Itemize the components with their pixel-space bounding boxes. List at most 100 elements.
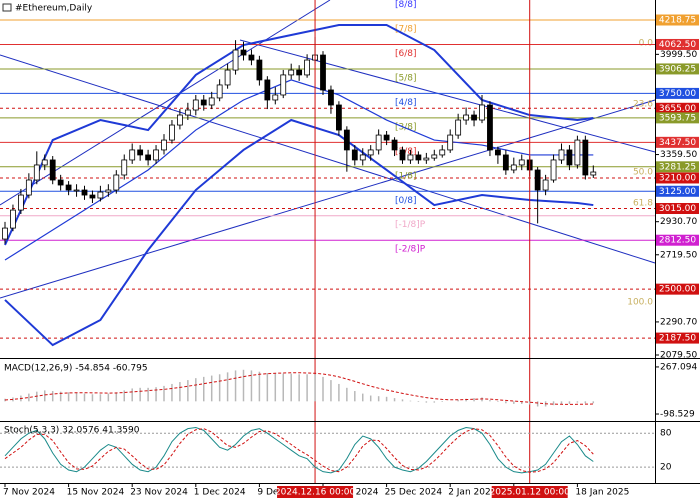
x-tick-label: 2 Jan 2025: [448, 488, 496, 498]
candle-body: [248, 54, 255, 61]
murrey-label: [-1/8]P: [395, 220, 426, 230]
candle-body: [431, 154, 438, 159]
candle-body: [97, 191, 104, 199]
candle-body: [518, 159, 525, 166]
candle-body: [558, 149, 565, 161]
candle-body: [590, 171, 597, 176]
macd-signal: [4, 372, 594, 405]
candle-body: [550, 159, 557, 181]
candle-body: [25, 179, 32, 196]
chart-title: #Ethereum,Daily: [15, 4, 93, 14]
level-label: 3015.00: [659, 204, 696, 214]
y-tick-label: 2290.70: [660, 317, 697, 327]
murrey-label: [7/8]: [395, 25, 417, 35]
candle-body: [494, 149, 501, 156]
y-tick-label: 2930.70: [660, 217, 697, 227]
candle-body: [471, 114, 477, 121]
candle-body: [288, 69, 295, 76]
stoch-signal: [4, 428, 594, 473]
fib-label: 100.0: [627, 297, 653, 307]
candle-body: [81, 189, 88, 196]
candle-body: [534, 169, 541, 191]
candle-body: [145, 154, 152, 161]
candle-body: [367, 149, 374, 156]
marker-box: [277, 486, 354, 498]
level-label-box: [656, 203, 699, 215]
candle-body: [296, 69, 303, 76]
murrey-price-box: [656, 87, 699, 99]
candle-body: [153, 149, 159, 161]
candle-body: [407, 154, 414, 161]
plot: 0.0 23.6 50.0 61.8 100.0 [8/8] [7/8] [6/8] [5/8]…: [0, 0, 655, 483]
level-label-box: [656, 172, 699, 184]
y-tick-label: 267.094: [660, 362, 697, 372]
chart-icon: [2, 3, 12, 12]
y-tick-label: -98.529: [660, 410, 695, 420]
candle-body: [415, 154, 422, 161]
candle-body: [272, 94, 279, 101]
candle-body: [359, 154, 366, 161]
candle-body: [232, 49, 239, 71]
candle-body: [447, 134, 454, 151]
murrey-label: [1/8]: [395, 171, 417, 181]
level-label: 2500.00: [659, 285, 696, 295]
x-tick-label: 25 Dec 2024: [385, 488, 443, 498]
murrey-label: [3/8]: [395, 122, 417, 132]
candle-body: [33, 164, 40, 181]
murrey-price: 3750.00: [659, 89, 696, 99]
level-label: 3655.00: [659, 104, 696, 114]
candle-body: [49, 159, 56, 181]
candle-body: [328, 89, 334, 106]
candle-body: [582, 139, 589, 176]
trend-line: [239, 39, 656, 153]
candle-body: [105, 189, 112, 193]
candle-body: [439, 149, 446, 156]
trend-line: [0, 99, 656, 299]
trend-line: [0, 54, 656, 264]
murrey-price-box: [656, 14, 699, 26]
murrey-price-box: [656, 136, 699, 148]
candle-body: [256, 59, 263, 81]
candle-body: [73, 189, 80, 192]
murrey-label: [2/8]: [395, 147, 417, 157]
level-label-box: [656, 102, 699, 114]
murrey-price: 3437.50: [659, 138, 696, 148]
candle-body: [487, 104, 493, 151]
murrey-price: 3125.00: [659, 187, 696, 197]
x-tick-label: 1 Dec 2024: [194, 488, 246, 498]
candle-body: [383, 134, 390, 141]
candle-body: [391, 139, 398, 151]
candle-body: [304, 59, 311, 76]
murrey-label: [8/8]: [395, 0, 417, 10]
candle-body: [566, 149, 573, 166]
x-tick-label: 7 Nov 2024: [3, 488, 55, 498]
level-label-box: [656, 283, 699, 295]
y-tick-label: 3999.50: [660, 50, 697, 60]
candle-body: [280, 74, 287, 96]
x-tick-label: 15 Nov 2024: [67, 488, 125, 498]
murrey-label: [6/8]: [395, 49, 417, 59]
y-tick-label: 20: [660, 463, 672, 473]
candle-body: [216, 84, 223, 99]
candle-body: [224, 69, 231, 86]
candle-body: [455, 119, 462, 136]
marker-label: 2024.12.16 00:00: [275, 488, 356, 498]
y-tick-label: 3359.50: [660, 150, 697, 160]
candle-body: [17, 194, 24, 211]
stoch-main: [4, 427, 594, 474]
candle-body: [161, 139, 167, 151]
murrey-price: 3593.75: [659, 113, 696, 123]
murrey-price: 4218.75: [659, 16, 696, 26]
candle-body: [479, 104, 485, 121]
candle-body: [502, 154, 509, 171]
murrey-price-box: [656, 185, 699, 197]
candle-body: [2, 227, 8, 240]
candle-body: [10, 209, 16, 229]
murrey-label: [0/8]: [395, 196, 417, 206]
murrey-price-box: [656, 112, 699, 124]
y-tick-label: 80: [660, 429, 672, 439]
candle-body: [129, 149, 136, 161]
candle-body: [375, 134, 382, 151]
murrey-price: 3906.25: [659, 64, 696, 74]
